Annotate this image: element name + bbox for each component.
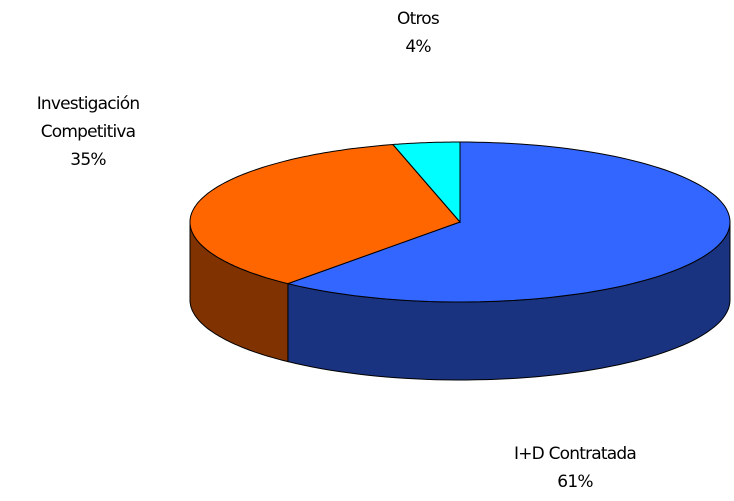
category-name: I+D Contratada	[514, 444, 637, 464]
category-name: Investigación Competitiva	[36, 94, 140, 142]
slice	[189, 143, 461, 285]
value-label: 35%	[70, 150, 106, 170]
slice-label: Investigación Competitiva 35%	[8, 90, 168, 174]
slice	[286, 141, 731, 303]
value-label: 61%	[557, 472, 593, 492]
value-label: 4%	[405, 37, 431, 57]
slice-label: I+D Contratada 61%	[475, 440, 675, 496]
slice	[391, 141, 461, 224]
category-name: Otros	[397, 9, 440, 29]
slice-label: Otros 4%	[358, 5, 478, 61]
